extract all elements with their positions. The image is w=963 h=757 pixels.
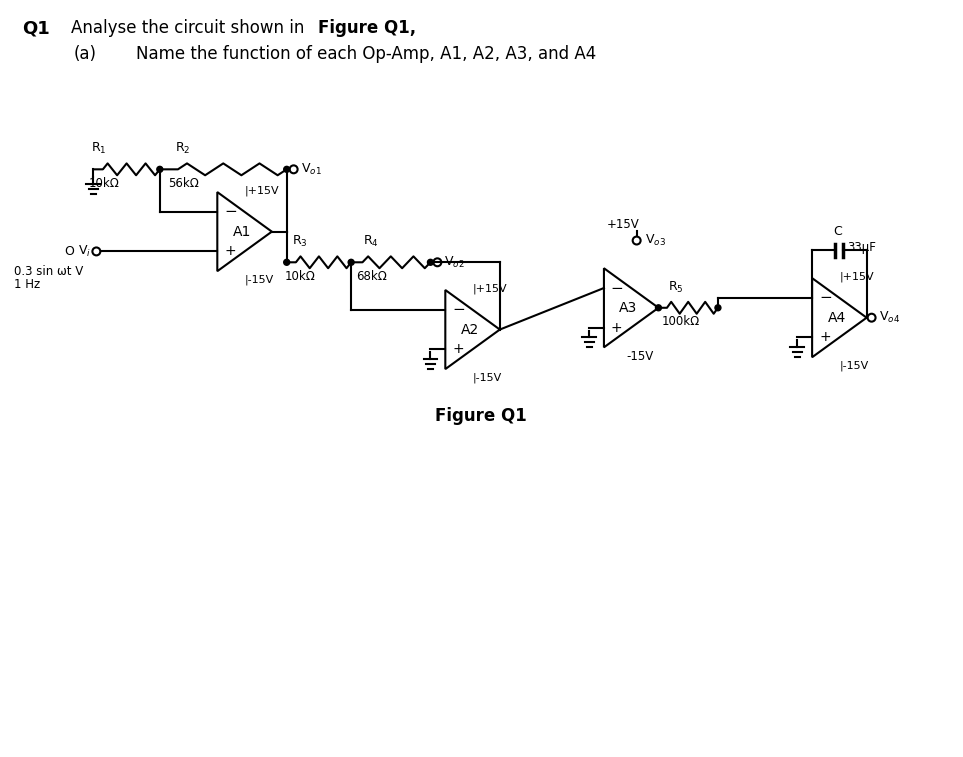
Text: R$_4$: R$_4$ bbox=[363, 235, 378, 250]
Text: V$_{o2}$: V$_{o2}$ bbox=[444, 255, 465, 269]
Text: +: + bbox=[611, 320, 622, 335]
Text: 33μF: 33μF bbox=[847, 241, 876, 254]
Circle shape bbox=[157, 167, 163, 173]
Text: +: + bbox=[224, 245, 236, 258]
Text: 56kΩ: 56kΩ bbox=[168, 176, 198, 190]
Text: A1: A1 bbox=[233, 225, 251, 238]
Circle shape bbox=[428, 260, 433, 265]
Text: −: − bbox=[453, 302, 465, 317]
Text: V$_{o1}$: V$_{o1}$ bbox=[300, 162, 322, 177]
Text: Name the function of each Op-Amp, A1, A2, A3, and A4: Name the function of each Op-Amp, A1, A2… bbox=[136, 45, 596, 63]
Text: C: C bbox=[833, 225, 842, 238]
Text: V$_i$: V$_i$ bbox=[78, 244, 91, 259]
Text: Figure Q1: Figure Q1 bbox=[435, 407, 527, 425]
Circle shape bbox=[284, 167, 290, 173]
Text: 10kΩ: 10kΩ bbox=[89, 176, 119, 190]
Text: −: − bbox=[611, 281, 624, 295]
Text: R$_1$: R$_1$ bbox=[91, 142, 107, 157]
Text: R$_5$: R$_5$ bbox=[668, 280, 684, 295]
Text: A3: A3 bbox=[619, 301, 638, 315]
Text: A4: A4 bbox=[827, 310, 846, 325]
Text: R$_2$: R$_2$ bbox=[174, 142, 190, 157]
Text: 0.3 sin ωt V: 0.3 sin ωt V bbox=[14, 265, 84, 279]
Text: V$_{o3}$: V$_{o3}$ bbox=[644, 233, 665, 248]
Text: +: + bbox=[820, 331, 831, 344]
Text: A2: A2 bbox=[460, 322, 479, 337]
Text: 100kΩ: 100kΩ bbox=[662, 315, 700, 328]
Text: |+15V: |+15V bbox=[473, 284, 508, 294]
Circle shape bbox=[656, 305, 662, 311]
Text: 1 Hz: 1 Hz bbox=[14, 278, 40, 291]
Circle shape bbox=[715, 305, 721, 311]
Text: V$_{o4}$: V$_{o4}$ bbox=[878, 310, 899, 326]
Text: −: − bbox=[224, 204, 237, 220]
Text: |+15V: |+15V bbox=[840, 272, 874, 282]
Text: R$_3$: R$_3$ bbox=[292, 235, 307, 250]
Circle shape bbox=[284, 260, 290, 265]
Circle shape bbox=[349, 260, 354, 265]
Text: −: − bbox=[820, 291, 832, 305]
Text: O: O bbox=[61, 245, 74, 258]
Text: Figure Q1,: Figure Q1, bbox=[319, 19, 417, 37]
Text: +: + bbox=[453, 342, 464, 357]
Text: |-15V: |-15V bbox=[245, 275, 273, 285]
Text: (a): (a) bbox=[73, 45, 96, 63]
Text: Analyse the circuit shown in: Analyse the circuit shown in bbox=[70, 19, 309, 37]
Text: |+15V: |+15V bbox=[245, 185, 279, 196]
Text: Q1: Q1 bbox=[22, 19, 50, 37]
Text: |-15V: |-15V bbox=[473, 372, 502, 383]
Text: 68kΩ: 68kΩ bbox=[356, 269, 387, 282]
Text: -15V: -15V bbox=[626, 350, 654, 363]
Text: +15V: +15V bbox=[607, 218, 639, 231]
Text: |-15V: |-15V bbox=[840, 361, 869, 372]
Text: 10kΩ: 10kΩ bbox=[285, 269, 316, 282]
